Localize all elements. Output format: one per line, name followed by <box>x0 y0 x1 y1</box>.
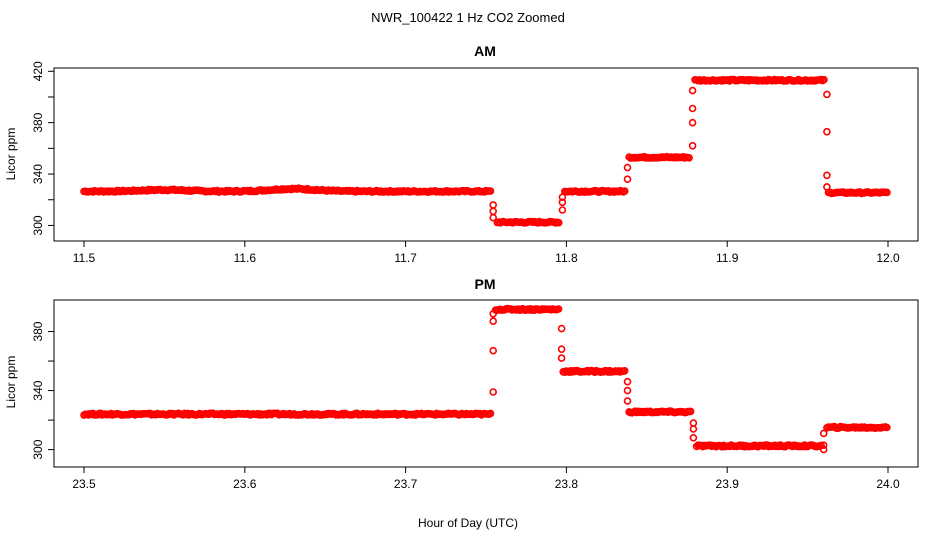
pm-data-point <box>489 388 498 396</box>
am-y-tick-label: 300 <box>31 215 45 235</box>
pm-x-tick-label: 23.7 <box>394 477 418 491</box>
pm-data-point <box>623 397 632 405</box>
am-series <box>80 75 891 227</box>
am-data-point <box>489 207 498 216</box>
am-data-point <box>486 187 495 195</box>
am-x-tick-label: 11.7 <box>394 251 417 265</box>
pm-data-point <box>689 425 698 433</box>
am-y-axis: 300 340 380 420 <box>31 61 55 235</box>
am-data-point <box>823 171 831 180</box>
am-plot-frame <box>53 67 919 242</box>
am-x-tick-label: 11.6 <box>234 251 257 265</box>
am-data-point <box>688 118 697 127</box>
am-data-point <box>688 86 697 95</box>
pm-data-point <box>557 324 566 333</box>
am-data-point <box>623 163 632 172</box>
am-data-point <box>688 142 697 150</box>
pm-data-point <box>620 366 629 375</box>
pm-data-point <box>486 409 495 418</box>
pm-y-tick-label: 300 <box>31 439 45 459</box>
pm-x-tick-label: 24.0 <box>876 477 900 491</box>
pm-data-point <box>557 345 566 354</box>
pm-x-tick-label: 23.6 <box>233 477 257 491</box>
am-data-point <box>685 154 693 162</box>
pm-data-point <box>489 309 498 318</box>
am-data-point <box>558 206 567 214</box>
pm-data-point <box>883 423 891 432</box>
pm-data-point <box>489 317 498 326</box>
am-x-tick-label: 11.9 <box>716 251 739 265</box>
am-data-point <box>823 90 831 99</box>
am-data-point <box>620 187 629 195</box>
am-x-tick-label: 12.0 <box>876 251 900 265</box>
pm-y-axis: 300 340 380 <box>31 321 55 460</box>
am-x-axis: 11.5 11.6 11.7 11.8 11.9 12.0 <box>73 240 900 265</box>
pm-data-point <box>819 441 828 450</box>
x-axis-label: Hour of Day (UTC) <box>418 516 518 530</box>
pm-data-point <box>623 386 632 395</box>
am-data-point <box>558 193 567 201</box>
am-data-point <box>489 213 498 222</box>
am-x-tick-label: 11.8 <box>555 251 578 265</box>
am-data-point <box>623 175 632 183</box>
am-data-point <box>688 104 697 113</box>
am-data-point <box>883 188 891 197</box>
am-data-point <box>558 198 567 207</box>
pm-data-point <box>819 445 828 454</box>
am-y-tick-label: 340 <box>31 164 45 184</box>
am-panel: AM 11.5 11.6 11.7 11.8 11.9 12.0 300 340… <box>4 43 919 265</box>
am-data-point <box>823 183 831 191</box>
pm-y-tick-label: 380 <box>31 321 45 341</box>
pm-data-point <box>689 419 698 427</box>
am-data-point <box>489 201 498 209</box>
pm-data-point <box>686 407 695 416</box>
pm-x-tick-label: 23.9 <box>716 477 740 491</box>
pm-data-point <box>819 429 828 438</box>
pm-data-point <box>557 354 566 362</box>
pm-x-tick-label: 23.5 <box>72 477 96 491</box>
pm-panel-title: PM <box>475 276 496 292</box>
am-y-tick-label: 380 <box>31 112 45 132</box>
pm-x-tick-label: 23.8 <box>555 477 579 491</box>
am-data-point <box>823 127 831 136</box>
am-data-point <box>820 75 828 84</box>
am-data-point <box>554 218 563 227</box>
am-y-tick-label: 420 <box>31 61 45 81</box>
am-y-axis-label: Licor ppm <box>4 128 18 181</box>
pm-panel: PM 23.5 23.6 23.7 23.8 23.9 24.0 300 340… <box>4 276 919 491</box>
figure-title: NWR_100422 1 Hz CO2 Zoomed <box>371 10 565 25</box>
pm-y-axis-label: Licor ppm <box>4 356 18 409</box>
pm-data-point <box>689 433 698 442</box>
pm-data-point <box>489 346 498 355</box>
pm-y-tick-label: 340 <box>31 380 45 400</box>
pm-x-axis: 23.5 23.6 23.7 23.8 23.9 24.0 <box>72 466 900 491</box>
pm-series <box>80 304 891 454</box>
pm-data-point <box>554 305 563 313</box>
pm-data-point <box>623 377 632 386</box>
am-panel-title: AM <box>474 43 496 59</box>
am-x-tick-label: 11.5 <box>73 251 96 265</box>
